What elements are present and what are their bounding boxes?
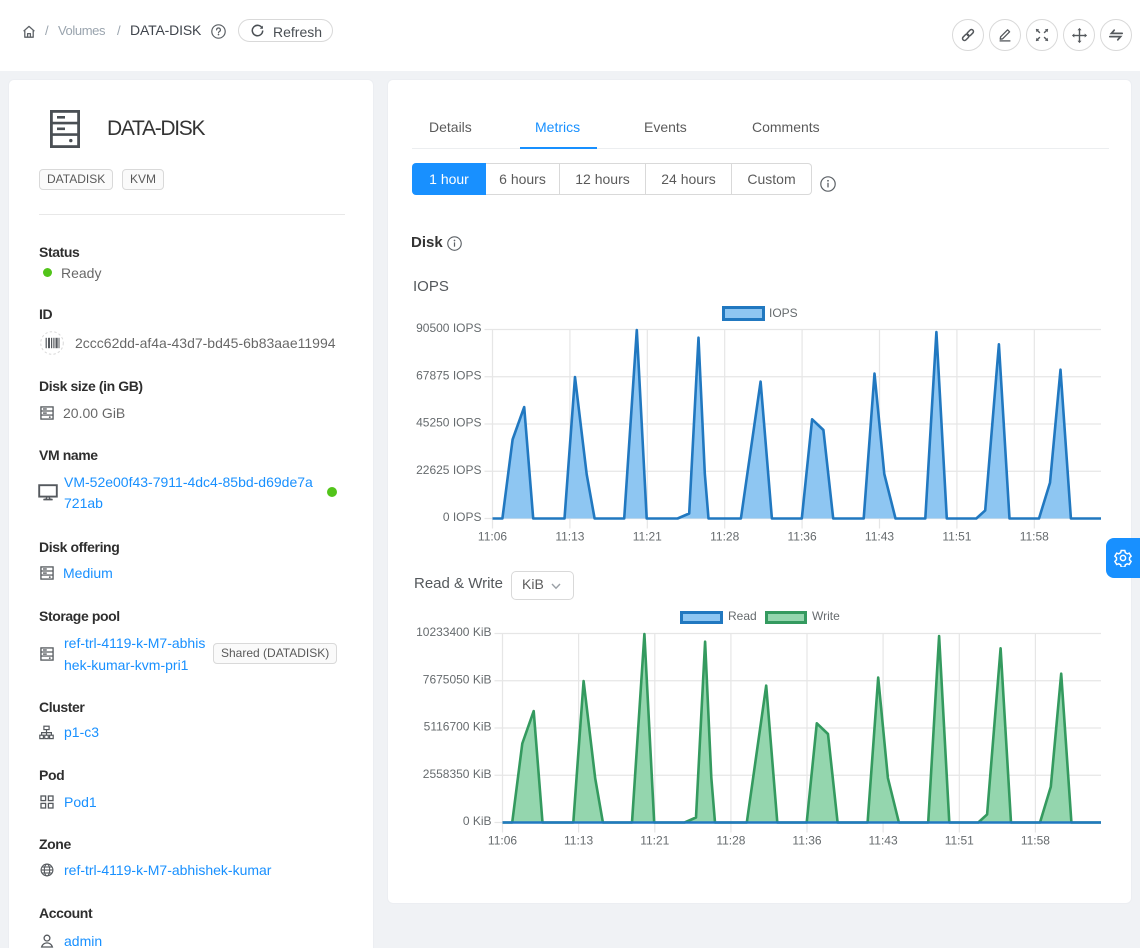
svg-text:11:51: 11:51 — [942, 530, 971, 544]
svg-text:7675050 KiB: 7675050 KiB — [423, 672, 492, 686]
svg-text:11:28: 11:28 — [716, 834, 745, 848]
svg-text:11:58: 11:58 — [1020, 530, 1049, 544]
svg-text:11:13: 11:13 — [564, 834, 593, 848]
svg-text:11:43: 11:43 — [865, 530, 894, 544]
svg-text:22625 IOPS: 22625 IOPS — [416, 463, 481, 477]
svg-text:0 KiB: 0 KiB — [463, 814, 492, 828]
svg-text:11:28: 11:28 — [710, 530, 739, 544]
svg-text:5116700 KiB: 5116700 KiB — [424, 720, 492, 734]
svg-text:11:13: 11:13 — [555, 530, 584, 544]
svg-text:90500 IOPS: 90500 IOPS — [416, 321, 481, 335]
svg-text:10233400 KiB: 10233400 KiB — [416, 625, 491, 639]
svg-text:11:21: 11:21 — [640, 834, 669, 848]
svg-text:11:36: 11:36 — [788, 530, 817, 544]
svg-text:11:06: 11:06 — [488, 834, 517, 848]
svg-text:11:21: 11:21 — [633, 530, 662, 544]
svg-text:11:06: 11:06 — [478, 530, 507, 544]
svg-text:11:51: 11:51 — [945, 834, 974, 848]
svg-text:11:58: 11:58 — [1021, 834, 1050, 848]
svg-text:45250 IOPS: 45250 IOPS — [416, 416, 481, 430]
svg-text:67875 IOPS: 67875 IOPS — [416, 368, 481, 382]
svg-text:11:43: 11:43 — [869, 834, 898, 848]
svg-text:11:36: 11:36 — [792, 834, 821, 848]
svg-text:0 IOPS: 0 IOPS — [443, 510, 482, 524]
svg-text:2558350 KiB: 2558350 KiB — [423, 767, 492, 781]
